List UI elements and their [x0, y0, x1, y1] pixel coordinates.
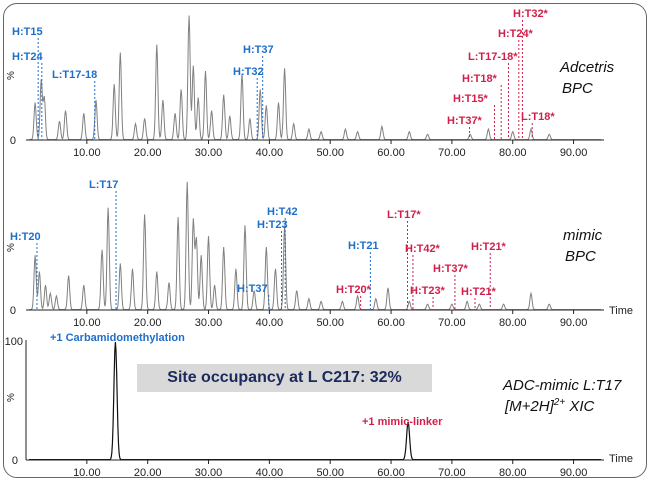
xic-charge-label: 2+ [553, 397, 566, 408]
panel-title-1: Adcetris [559, 59, 615, 76]
x-tick-label: 20.00 [134, 467, 162, 479]
mimic-bpc-panel: 10.00 20.00 30.00 40.00 50.00 60.00 70.00 80.00… [6, 179, 633, 329]
peak-annotation-label: H:T37 [237, 283, 268, 295]
peak-annotation-label: H:T21* [471, 241, 507, 253]
y-tick-label: 0 [10, 135, 16, 147]
x-tick-label: 10.00 [73, 467, 101, 479]
x-tick-label: 80.00 [499, 467, 527, 479]
x-tick-label: 10.00 [73, 147, 101, 159]
y-axis-label: % [6, 243, 17, 252]
panel-title-1: mimic [563, 227, 603, 244]
x-tick-label: 30.00 [195, 147, 223, 159]
x-tick-label: 90.00 [560, 147, 588, 159]
peak-annotation-label: H:T32* [513, 8, 549, 20]
y-axis-label: % [6, 71, 17, 80]
x-tick-label: 40.00 [256, 467, 284, 479]
x-tick-marks [86, 310, 575, 314]
x-tick-label: 20.00 [134, 147, 162, 159]
peak-annotation-label: H:T20* [336, 284, 372, 296]
panel-title-2: BPC [565, 248, 596, 265]
peak-annotation-label: H:T24 [12, 51, 43, 63]
x-tick-label: 50.00 [316, 317, 344, 329]
x-tick-label: 90.00 [560, 317, 588, 329]
x-tick-label: 60.00 [377, 467, 405, 479]
peak-annotation-label: H:T37* [433, 263, 469, 275]
peak-annotation-label: H:T15 [12, 26, 43, 38]
peak-annotation-label: H:T15* [453, 93, 489, 105]
y-axis-label: % [6, 393, 17, 402]
x-tick-label: 70.00 [438, 147, 466, 159]
y-tick-label-100: 100 [5, 336, 23, 348]
peak-annotation-label: L:T17-18* [468, 51, 518, 63]
y-tick-label-0: 0 [12, 455, 18, 467]
peak-annotation-label: L:T18* [521, 111, 555, 123]
x-tick-marks [86, 140, 575, 144]
peak-annotation-label: H:T23 [257, 219, 288, 231]
xic-title-line-1: ADC-mimic L:T17 [502, 377, 622, 394]
peak-annotation-label: H:T32 [233, 66, 264, 78]
peak-annotation-label: H:T20 [10, 231, 41, 243]
peak-annotation-label: L:T17* [387, 209, 421, 221]
x-tick-labels: 10.00 20.00 30.00 40.00 50.00 60.00 70.00 80.00… [73, 317, 587, 329]
peak-annotation-label: H:T24* [498, 28, 534, 40]
x-tick-label: 60.00 [377, 147, 405, 159]
x-tick-label: 40.00 [256, 147, 284, 159]
x-tick-labels: 10.00 20.00 30.00 40.00 50.00 60.00 70.00 80.00… [73, 467, 587, 479]
x-tick-label: 50.00 [316, 467, 344, 479]
y-tick-label: 0 [10, 305, 16, 317]
mimic-bpc-trace [29, 181, 601, 311]
peak-annotation-label: H:T42* [405, 243, 441, 255]
peak-annotation-label: L:T17 [89, 179, 118, 191]
site-occupancy-box [137, 364, 432, 392]
peak-annotation-label: H:T37* [447, 115, 483, 127]
peak-annotation-label: H:T37 [243, 44, 274, 56]
x-tick-label: 30.00 [195, 317, 223, 329]
x-tick-label: 80.00 [499, 147, 527, 159]
xic-ion-label: [M+2H] [504, 398, 555, 415]
peak-annotation-label: +1 mimic-linker [362, 416, 443, 428]
x-tick-label: 70.00 [438, 467, 466, 479]
xic-title-line-2: [M+2H]2+ XIC [504, 397, 595, 415]
adcetris-bpc-panel: 10.00 20.00 30.00 40.00 50.00 60.00 70.00 80.00… [6, 8, 615, 159]
peak-annotation-label: H:T18* [462, 73, 498, 85]
x-tick-label: 90.00 [560, 467, 588, 479]
x-tick-label: 50.00 [316, 147, 344, 159]
peak-annotations: H:T15 H:T24 L:T17-18 H:T37 H:T32 H:T32* H:T24*… [12, 8, 555, 140]
x-tick-marks [86, 460, 575, 464]
x-tick-label: 70.00 [438, 317, 466, 329]
figure-frame [3, 3, 647, 478]
peak-annotation-label: +1 Carbamidomethylation [50, 332, 185, 344]
panel-title-2: BPC [562, 80, 593, 97]
x-tick-label: 30.00 [195, 467, 223, 479]
x-tick-label: 40.00 [256, 317, 284, 329]
x-tick-labels: 10.00 20.00 30.00 40.00 50.00 60.00 70.00 80.00… [73, 147, 587, 159]
peak-annotation-label: L:T17-18 [52, 69, 97, 81]
x-tick-label: 20.00 [134, 317, 162, 329]
peak-annotation-label: H:T21* [461, 286, 497, 298]
x-axis-time-label: Time [609, 453, 633, 465]
x-tick-label: 10.00 [73, 317, 101, 329]
x-tick-label: 80.00 [499, 317, 527, 329]
site-occupancy-text: Site occupancy at L C217: 32% [167, 369, 402, 386]
xic-panel: 10.00 20.00 30.00 40.00 50.00 60.00 70.00 80.00… [5, 332, 633, 479]
peak-annotation-label: H:T23* [410, 285, 446, 297]
peak-annotation-label: H:T21 [348, 240, 379, 252]
peak-annotation-label: H:T42 [267, 206, 298, 218]
x-tick-label: 60.00 [377, 317, 405, 329]
peak-annotations: +1 Carbamidomethylation +1 mimic-linker [50, 332, 443, 428]
x-axis-time-label: Time [609, 305, 633, 317]
xic-mode-label: XIC [565, 398, 594, 415]
